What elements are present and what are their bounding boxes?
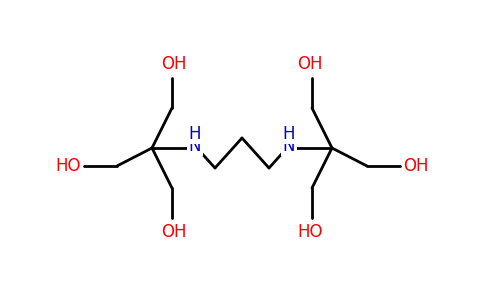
Text: OH: OH <box>297 55 323 73</box>
Text: OH: OH <box>161 223 187 241</box>
Text: H: H <box>189 125 201 143</box>
Text: HO: HO <box>55 157 81 175</box>
Text: OH: OH <box>161 55 187 73</box>
Text: H: H <box>283 125 295 143</box>
Text: N: N <box>189 137 201 155</box>
Text: HO: HO <box>297 223 323 241</box>
Text: N: N <box>283 137 295 155</box>
Text: OH: OH <box>403 157 429 175</box>
